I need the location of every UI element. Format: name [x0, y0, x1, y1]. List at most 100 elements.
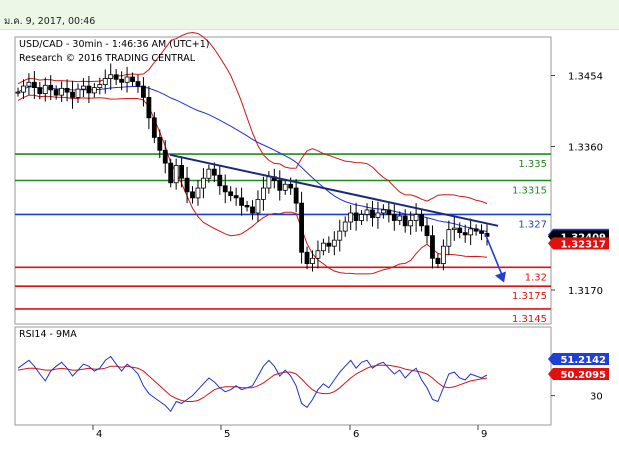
- candle-body-73: [413, 214, 419, 221]
- candle-body-59: [337, 230, 343, 241]
- candle-body-61: [348, 212, 354, 223]
- price-tag-label-2: 1.32317: [560, 239, 606, 250]
- candle-body-36: [211, 168, 217, 176]
- candle-body-76: [430, 235, 435, 259]
- rsi-tag-0: [553, 353, 609, 365]
- time-tick-label-3: 9: [481, 429, 487, 440]
- rsi-tag-label-1: 50.2095: [560, 370, 606, 381]
- price-tick-label-1: 1.3360: [568, 143, 603, 154]
- candle-body-84: [473, 228, 479, 232]
- price-tag-2: [553, 237, 609, 250]
- candle-body-38: [222, 185, 228, 193]
- candle-body-71: [402, 215, 408, 227]
- candle-body-70: [397, 215, 403, 221]
- candle-body-24: [146, 97, 152, 119]
- candle-body-46: [266, 176, 272, 189]
- rsi-tag-1: [553, 368, 609, 380]
- candle-body-67: [380, 209, 386, 214]
- bollinger-upper: [17, 31, 488, 204]
- candle-body-14: [91, 87, 97, 94]
- candle-body-16: [102, 78, 108, 85]
- level-label-1: 1.3315: [512, 186, 547, 197]
- rsi-tag-pointer-1: [548, 368, 553, 380]
- projection-arrow-head: [495, 271, 506, 283]
- candle-body-4: [37, 87, 43, 95]
- candle-body-17: [108, 74, 114, 79]
- level-label-4: 1.3175: [512, 291, 547, 302]
- candle-body-18: [113, 74, 119, 80]
- candle-body-22: [135, 81, 141, 87]
- candle-body-60: [342, 221, 348, 232]
- candle-body-42: [244, 205, 250, 208]
- candle-body-64: [364, 209, 370, 215]
- candle-body-58: [331, 239, 337, 247]
- candle-body-63: [359, 214, 364, 221]
- candle-body-57: [326, 242, 332, 247]
- candle-body-31: [184, 177, 190, 193]
- candle-body-54: [310, 257, 315, 264]
- candle-body-0: [15, 91, 21, 94]
- candle-body-21: [130, 76, 135, 82]
- candle-body-30: [179, 164, 185, 179]
- candle-body-44: [255, 198, 261, 214]
- candle-body-5: [42, 84, 48, 95]
- candle-body-20: [124, 76, 130, 83]
- candle-body-82: [462, 232, 468, 236]
- candle-body-34: [201, 177, 206, 189]
- price-tag-pointer-2: [548, 237, 553, 250]
- rsi-line: [17, 355, 488, 413]
- time-tick-label-0: 4: [96, 429, 102, 440]
- candle-body-1: [21, 85, 26, 93]
- axis-layer: 1.34541.33601.31701.324311.324091.323173…: [92, 72, 609, 440]
- candle-body-9: [64, 87, 70, 93]
- candle-body-12: [81, 85, 86, 90]
- price-tick-label-0: 1.3454: [568, 72, 603, 83]
- candle-body-68: [386, 209, 392, 215]
- rsi-tag-label-0: 51.2142: [560, 355, 606, 366]
- candle-body-19: [119, 78, 125, 83]
- rsi-panel-frame: [14, 326, 552, 426]
- candle-body-48: [277, 180, 283, 191]
- candle-body-13: [86, 85, 92, 94]
- candle-body-53: [304, 251, 310, 264]
- candle-body-25: [151, 117, 157, 138]
- candle-body-32: [190, 191, 195, 199]
- time-tick-label-1: 5: [224, 429, 230, 440]
- candle-body-52: [299, 202, 304, 253]
- candle-body-79: [446, 229, 452, 247]
- candle-body-41: [239, 197, 244, 206]
- level-label-2: 1.327: [518, 219, 547, 230]
- candle-body-77: [435, 257, 441, 264]
- candle-body-85: [479, 230, 484, 234]
- trendline: [169, 153, 499, 227]
- candle-body-10: [70, 91, 75, 98]
- candle-body-83: [468, 228, 474, 236]
- candle-body-62: [353, 212, 359, 221]
- candle-body-27: [162, 149, 168, 164]
- candle-body-11: [75, 88, 81, 98]
- rsi-title: RSI14 - 9MA: [19, 329, 77, 340]
- projection-arrow-shaft: [484, 233, 503, 276]
- candle-body-74: [419, 214, 424, 227]
- candle-body-69: [391, 214, 397, 221]
- candle-body-3: [31, 81, 37, 89]
- candle-body-8: [59, 87, 65, 96]
- rsi-ma-line: [17, 364, 488, 402]
- rsi-tag-pointer-0: [548, 353, 553, 365]
- candle-body-7: [53, 89, 59, 96]
- price-tick-label-2: 1.3170: [568, 286, 603, 297]
- candle-body-49: [282, 183, 288, 191]
- price-layer: 1.335 1.3315 1.327 1.32 1.3175 1.3145: [15, 31, 551, 325]
- candle-body-28: [168, 162, 174, 184]
- level-label-3: 1.32: [525, 272, 547, 283]
- candle-body-81: [457, 227, 463, 234]
- candle-body-65: [370, 209, 375, 218]
- candle-body-72: [408, 220, 414, 227]
- chart-header-line2: Research © 2016 TRADING CENTRAL: [19, 53, 196, 64]
- candle-body-33: [195, 187, 201, 199]
- candle-body-45: [261, 187, 266, 200]
- time-tick-label-2: 6: [353, 429, 359, 440]
- level-label-5: 1.3145: [512, 314, 547, 325]
- candle-body-39: [228, 191, 234, 197]
- rsi-layer: [17, 355, 488, 413]
